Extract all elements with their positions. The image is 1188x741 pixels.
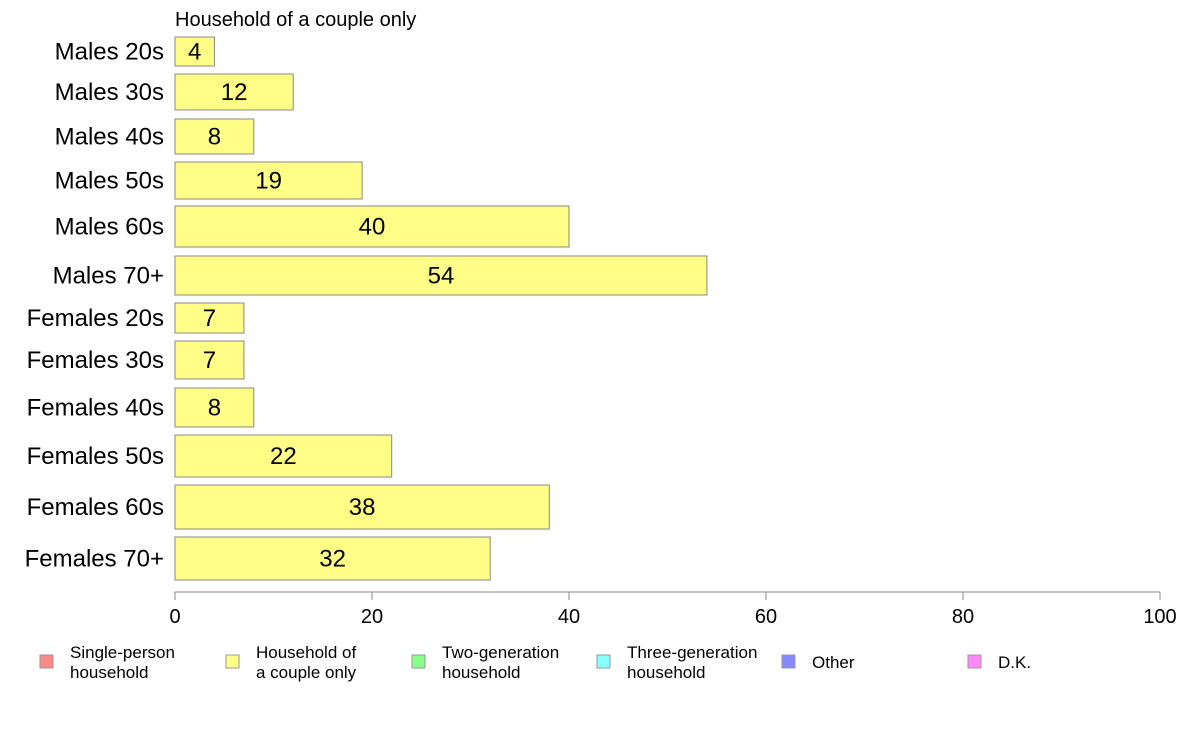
category-label: Females 20s [27, 305, 164, 332]
category-label: Females 30s [27, 347, 164, 374]
legend-label: D.K. [998, 653, 1031, 672]
bar [174, 255, 708, 296]
legend-label: Household of [256, 643, 356, 662]
bar-value-label: 32 [319, 546, 346, 573]
x-tick-label: 80 [952, 606, 974, 628]
bar [174, 36, 215, 67]
bar [174, 387, 255, 428]
bar [174, 434, 393, 478]
category-label: Males 30s [55, 79, 164, 106]
legend-label: Two-generation [442, 643, 559, 662]
legend-item: Other [781, 653, 855, 672]
x-tick-label: 40 [558, 606, 580, 628]
x-tick-label: 20 [361, 606, 383, 628]
bar [174, 484, 550, 530]
legend-label: household [627, 663, 705, 682]
x-tick-label: 0 [169, 606, 180, 628]
legend-swatch [225, 654, 240, 669]
bar-value-label: 8 [208, 124, 221, 151]
legend-swatch [781, 654, 796, 669]
legend-label: Other [812, 653, 855, 672]
x-axis: 0 20 40 60 80 100 [169, 591, 1177, 628]
category-label: Males 40s [55, 124, 164, 151]
bar [174, 536, 491, 581]
x-tick-label: 60 [755, 606, 777, 628]
legend-swatch [411, 654, 426, 669]
legend-item: Household ofa couple only [225, 643, 357, 682]
chart-title: Household of a couple only [175, 9, 416, 31]
category-label: Males 70+ [53, 263, 164, 290]
bar-value-label: 40 [359, 214, 386, 241]
bar [174, 73, 294, 111]
category-label: Females 40s [27, 395, 164, 422]
x-tick-label: 100 [1143, 606, 1176, 628]
bar [174, 340, 245, 380]
bar [174, 205, 570, 248]
category-label: Females 50s [27, 443, 164, 470]
bar-value-label: 19 [255, 168, 282, 195]
legend-item: D.K. [967, 653, 1031, 672]
legend-label: a couple only [256, 663, 357, 682]
bar-value-label: 7 [203, 347, 216, 374]
bar-value-label: 4 [188, 39, 201, 66]
bar-value-label: 38 [349, 494, 376, 521]
legend-label: Three-generation [627, 643, 757, 662]
bar [174, 161, 363, 200]
category-label: Males 60s [55, 214, 164, 241]
bar [174, 118, 255, 155]
category-label: Females 70+ [25, 546, 164, 573]
legend-swatch [596, 654, 611, 669]
legend-label: household [442, 663, 520, 682]
bars-layer: Males 20s 4 Males 30s 12 Males 40s 8 Males 50s… [25, 36, 708, 581]
category-label: Females 60s [27, 494, 164, 521]
bar-value-label: 7 [203, 305, 216, 332]
bar-value-label: 8 [208, 395, 221, 422]
category-label: Males 50s [55, 168, 164, 195]
bar-value-label: 54 [428, 263, 455, 290]
bar [174, 302, 245, 334]
category-label: Males 20s [55, 39, 164, 66]
bar-value-label: 12 [221, 79, 248, 106]
legend-swatch [39, 654, 54, 669]
legend-swatch [967, 654, 982, 669]
legend-label: household [70, 663, 148, 682]
bar-value-label: 22 [270, 443, 297, 470]
legend-label: Single-person [70, 643, 175, 662]
